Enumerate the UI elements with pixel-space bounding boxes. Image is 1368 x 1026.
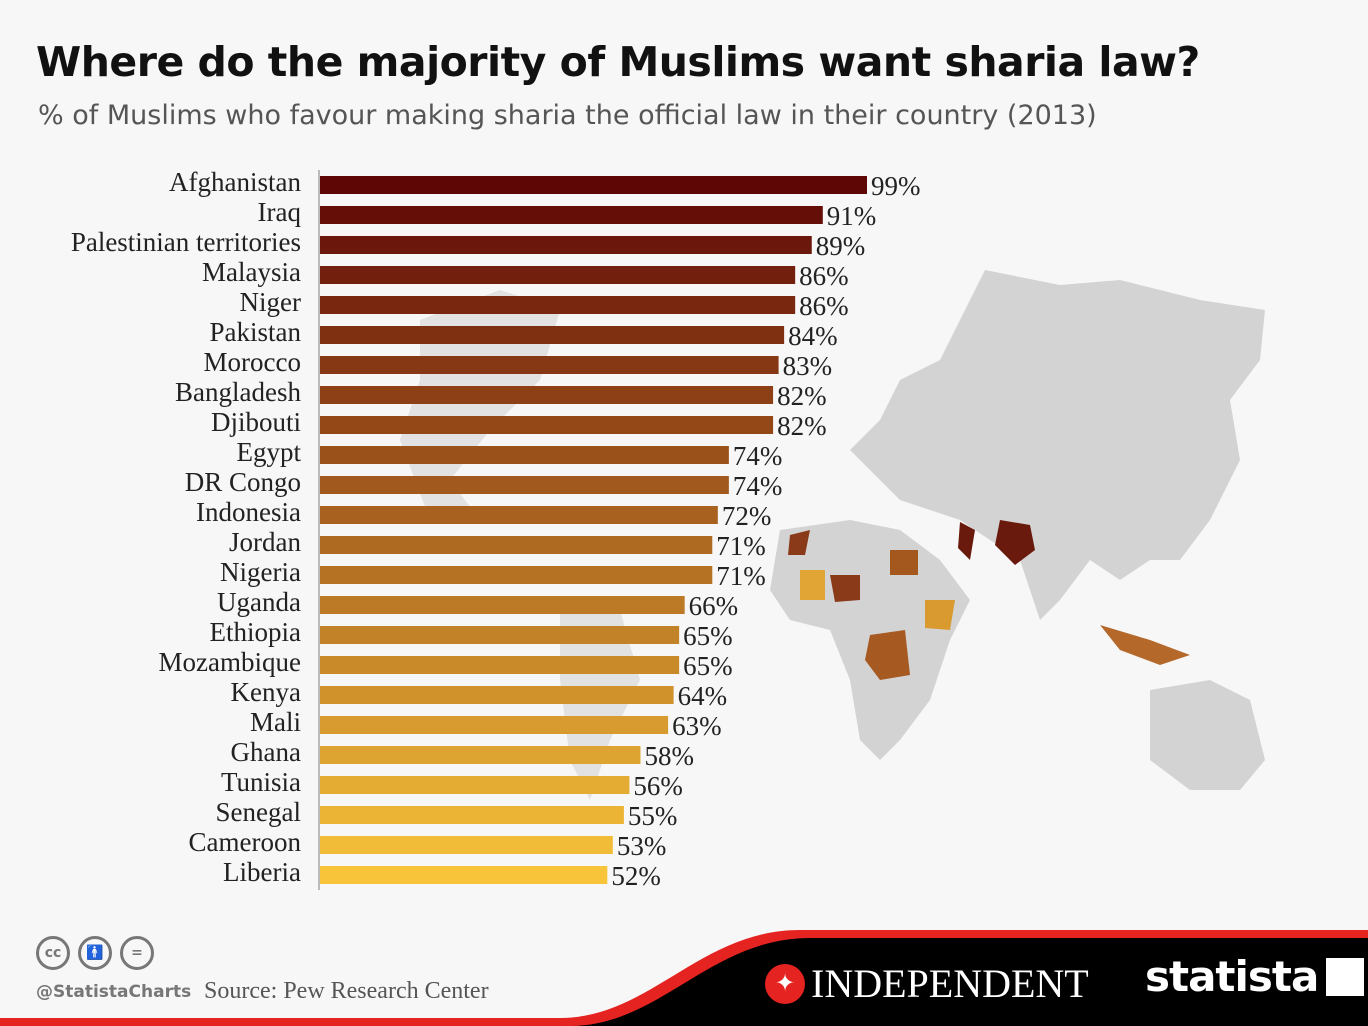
statista-mark-icon — [1326, 957, 1365, 996]
category-label: Egypt — [237, 437, 302, 467]
category-label: Djibouti — [211, 407, 301, 437]
bar-pakistan — [320, 326, 785, 344]
eagle-icon: ✦ — [765, 963, 805, 1004]
category-label: Afghanistan — [169, 167, 301, 197]
value-label: 71% — [716, 531, 766, 561]
category-label: Tunisia — [221, 767, 301, 797]
bar-senegal — [320, 806, 624, 824]
bar-morocco — [320, 356, 779, 374]
bar-ethiopia — [320, 626, 680, 644]
value-label: 65% — [683, 621, 733, 651]
value-label: 72% — [722, 501, 772, 531]
cc-icon: cc — [36, 936, 70, 970]
bar-bangladesh — [320, 386, 774, 404]
bar-ghana — [320, 746, 641, 764]
bar-liberia — [320, 866, 608, 884]
category-label: Cameroon — [189, 827, 302, 857]
bar-iraq — [320, 206, 823, 224]
bar-malaysia — [320, 266, 796, 284]
category-label: Kenya — [231, 677, 301, 707]
value-label: 65% — [683, 651, 733, 681]
value-label: 55% — [628, 801, 678, 831]
value-label: 58% — [644, 741, 694, 771]
value-label: 82% — [777, 381, 827, 411]
bar-tunisia — [320, 776, 630, 794]
source-note: Source: Pew Research Center — [204, 978, 489, 1004]
bar-indonesia — [320, 506, 718, 524]
value-label: 89% — [816, 231, 866, 261]
bar-dr-congo — [320, 476, 729, 494]
category-label: Senegal — [216, 797, 301, 827]
bar-kenya — [320, 686, 674, 704]
category-label: Indonesia — [196, 497, 301, 527]
chart-title: Where do the majority of Muslims want sh… — [36, 38, 1200, 86]
bar-egypt — [320, 446, 729, 464]
category-label: Nigeria — [220, 557, 301, 587]
bar-niger — [320, 296, 796, 314]
value-label: 74% — [733, 471, 783, 501]
category-label: Bangladesh — [175, 377, 301, 407]
value-label: 84% — [788, 321, 838, 351]
value-label: 91% — [827, 201, 877, 231]
bar-djibouti — [320, 416, 774, 434]
statista-handle: @StatistaCharts — [36, 982, 192, 1002]
category-label: Ghana — [231, 737, 301, 767]
value-label: 71% — [716, 561, 766, 591]
statista-wordmark: statista — [1145, 952, 1319, 1001]
value-label: 52% — [611, 861, 661, 891]
chart-subtitle: % of Muslims who favour making sharia th… — [38, 100, 1097, 131]
independent-logo: ✦ INDEPENDENT — [765, 960, 1089, 1007]
bar-nigeria — [320, 566, 713, 584]
bar-jordan — [320, 536, 713, 554]
bar-mozambique — [320, 656, 680, 674]
category-label: Niger — [240, 287, 301, 317]
category-label: DR Congo — [185, 467, 301, 497]
bar-cameroon — [320, 836, 613, 854]
category-label: Liberia — [223, 857, 301, 887]
category-label: Mozambique — [159, 647, 301, 677]
value-label: 83% — [783, 351, 833, 381]
attribution-icon: 🚹 — [78, 936, 112, 970]
bar-mali — [320, 716, 669, 734]
category-label: Ethiopia — [210, 617, 301, 647]
bar-palestinian-territories — [320, 236, 812, 254]
category-label: Iraq — [258, 197, 302, 227]
footer-black-band — [570, 938, 1368, 1026]
value-label: 74% — [733, 441, 783, 471]
bar-uganda — [320, 596, 685, 614]
value-label: 86% — [799, 261, 849, 291]
category-label: Mali — [250, 707, 301, 737]
statista-logo: statista — [1145, 952, 1365, 1001]
value-label: 56% — [633, 771, 683, 801]
value-label: 86% — [799, 291, 849, 321]
value-label: 53% — [617, 831, 667, 861]
value-label: 64% — [678, 681, 728, 711]
value-label: 99% — [871, 171, 921, 201]
map-highlights — [788, 520, 1190, 680]
category-label: Pakistan — [210, 317, 302, 347]
category-label: Morocco — [204, 347, 301, 377]
category-label: Malaysia — [202, 257, 301, 287]
value-label: 82% — [777, 411, 827, 441]
no-derivatives-icon: = — [120, 936, 154, 970]
category-label: Uganda — [217, 587, 301, 617]
category-label: Jordan — [229, 527, 301, 557]
value-label: 66% — [689, 591, 739, 621]
bar-afghanistan — [320, 176, 867, 194]
category-label: Palestinian territories — [71, 227, 301, 257]
independent-wordmark: INDEPENDENT — [811, 961, 1089, 1006]
value-label: 63% — [672, 711, 722, 741]
license-icons: cc 🚹 = — [36, 936, 162, 970]
